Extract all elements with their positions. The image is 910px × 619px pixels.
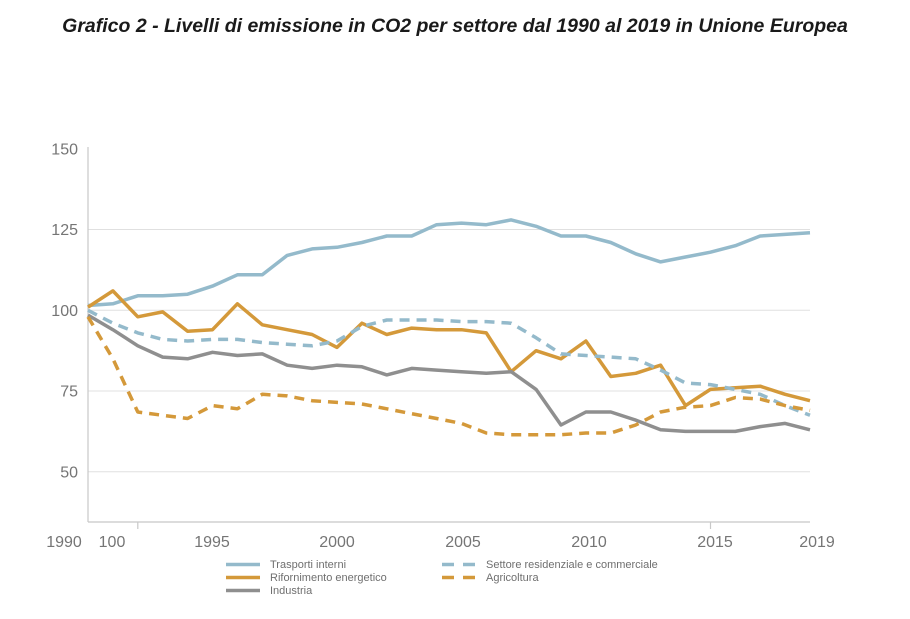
legend-swatch-industria [226, 588, 260, 593]
legend-label-agricoltura: Agricoltura [486, 571, 539, 584]
legend-swatch-rifornimento-energetico [226, 575, 260, 580]
x-tick-label-1995: 1995 [194, 534, 230, 551]
x-tick-label-2000: 2000 [319, 534, 355, 551]
legend-item-trasporti-interni: Trasporti interni [226, 558, 387, 571]
legend-label-rifornimento-energetico: Rifornimento energetico [270, 571, 387, 584]
legend-label-industria: Industria [270, 584, 313, 597]
legend-item-agricoltura: Agricoltura [442, 571, 658, 584]
series-line-settore-residenziale-e-commerciale [87, 308, 811, 417]
y-tick-label-100: 100 [51, 303, 78, 320]
series-line-agricoltura [86, 315, 811, 437]
legend-label-settore-residenziale-e-commerciale: Settore residenziale e commerciale [486, 558, 658, 571]
chart-legend: Trasporti interni Rifornimento energetico… [0, 558, 910, 603]
y-tick-label-125: 125 [51, 222, 78, 239]
series-line-trasporti-interni [87, 218, 811, 308]
x-tick-label-2015: 2015 [697, 534, 733, 551]
x-tick-label-1990: 1990 [46, 534, 82, 551]
legend-swatch-agricoltura [442, 575, 476, 580]
legend-column-1: Trasporti interni Rifornimento energetico… [226, 558, 387, 597]
legend-item-rifornimento-energetico: Rifornimento energetico [226, 571, 387, 584]
x-tick-label-2005: 2005 [445, 534, 481, 551]
y-tick-label-75: 75 [60, 384, 78, 401]
series-line-rifornimento-energetico [87, 289, 811, 408]
y-tick-label-50: 50 [60, 464, 78, 481]
legend-item-settore-residenziale-e-commerciale: Settore residenziale e commerciale [442, 558, 658, 571]
x-tick-label-2019: 2019 [799, 534, 835, 551]
legend-item-industria: Industria [226, 584, 387, 597]
series-line-industria [87, 313, 811, 434]
legend-label-trasporti-interni: Trasporti interni [270, 558, 347, 571]
legend-swatch-trasporti-interni [226, 562, 260, 567]
y-tick-label-150: 150 [51, 141, 78, 158]
chart-title: Grafico 2 - Livelli di emissione in CO2 … [62, 15, 848, 37]
x-tick-label-100: 100 [99, 534, 126, 551]
legend-column-2: Settore residenziale e commerciale Agrico… [442, 558, 658, 584]
x-tick-label-2010: 2010 [571, 534, 607, 551]
legend-swatch-settore-residenziale-e-commerciale [442, 562, 476, 567]
